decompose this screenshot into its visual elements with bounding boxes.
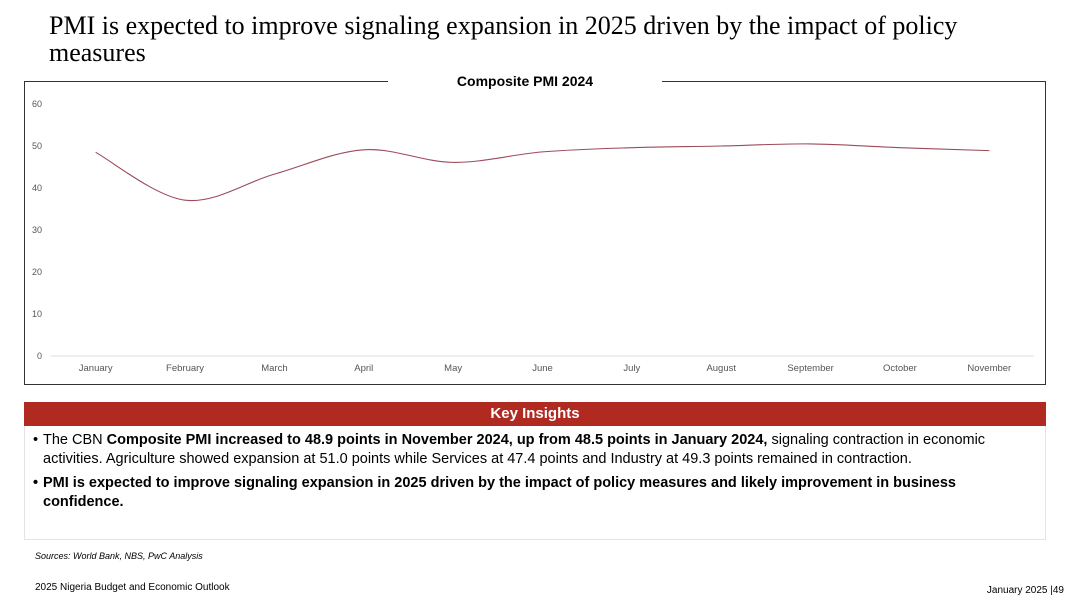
footer-page-number: January 2025 |49 — [986, 585, 1064, 596]
x-tick-label: October — [883, 363, 917, 374]
x-tick-label: November — [967, 363, 1011, 374]
y-tick-label: 0 — [37, 351, 42, 361]
y-tick-label: 40 — [32, 183, 42, 193]
x-tick-label: January — [79, 363, 113, 374]
insight-2-text: PMI is expected to improve signaling exp… — [43, 475, 956, 510]
insight-bullet-1: • The CBN Composite PMI increased to 48.… — [33, 431, 1035, 469]
sources-note: Sources: World Bank, NBS, PwC Analysis — [35, 551, 203, 561]
y-tick-label: 60 — [32, 99, 42, 109]
y-tick-label: 30 — [32, 225, 42, 235]
key-insights-header: Key Insights — [24, 402, 1046, 426]
bullet-dot: • — [33, 432, 39, 448]
x-tick-label: April — [354, 363, 373, 374]
page-title: PMI is expected to improve signaling exp… — [49, 11, 958, 67]
insight-1-prefix: The CBN — [43, 432, 107, 448]
insight-1-suffix: signaling contraction in economic activi… — [43, 432, 986, 467]
x-tick-label: June — [532, 363, 553, 374]
x-tick-label: March — [261, 363, 287, 374]
insight-1-highlight: Composite PMI increased to 48.9 points i… — [106, 432, 768, 448]
x-tick-label: May — [444, 363, 462, 374]
y-tick-label: 20 — [32, 267, 42, 277]
y-tick-label: 10 — [32, 309, 42, 319]
insight-bullet-2: • PMI is expected to improve signaling e… — [33, 474, 1035, 512]
x-tick-label: July — [623, 363, 640, 374]
chart-title-rule-right — [662, 81, 1046, 82]
x-tick-label: August — [706, 363, 736, 374]
chart-title: Composite PMI 2024 — [388, 72, 662, 90]
key-insights-body: • The CBN Composite PMI increased to 48.… — [24, 426, 1046, 540]
y-tick-label: 50 — [32, 141, 42, 151]
pmi-series-line — [95, 143, 990, 202]
x-tick-label: September — [787, 363, 833, 374]
footer-report-name: 2025 Nigeria Budget and Economic Outlook — [35, 582, 230, 593]
chart-title-rule-left — [24, 81, 388, 82]
x-tick-label: February — [166, 363, 204, 374]
bullet-dot: • — [33, 475, 39, 491]
